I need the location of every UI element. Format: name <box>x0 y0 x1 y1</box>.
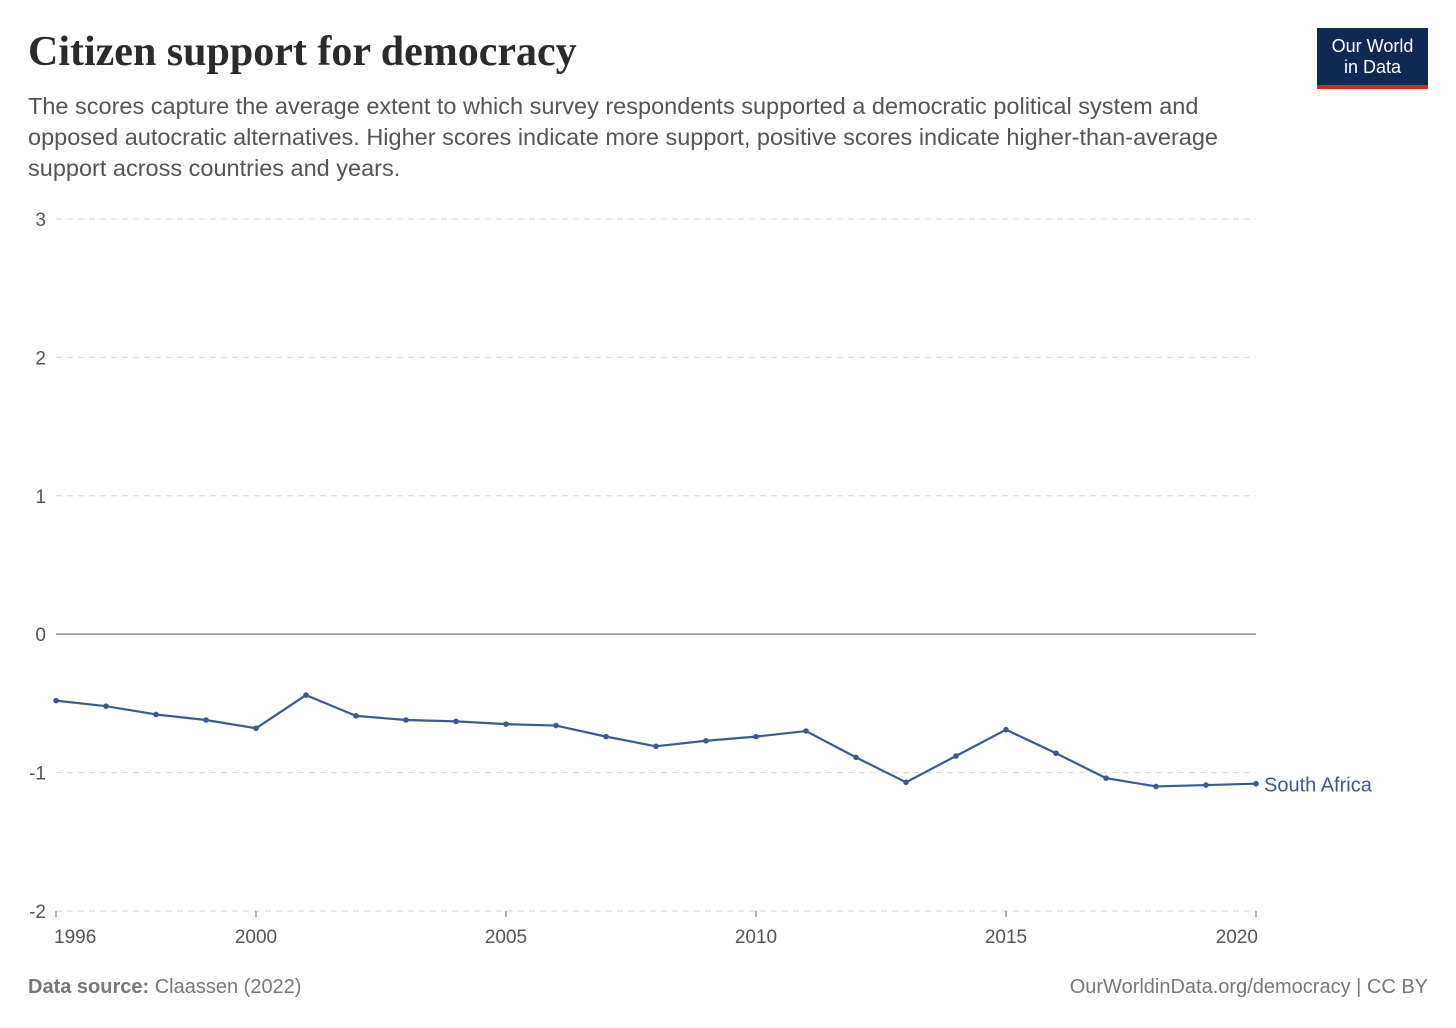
series-label: South Africa <box>1264 775 1373 797</box>
data-point <box>153 711 159 718</box>
y-tick-label: 2 <box>35 348 46 369</box>
data-point <box>903 779 909 786</box>
x-tick-label: 2010 <box>735 927 777 948</box>
data-source-link[interactable]: Claassen (2022) <box>154 976 302 998</box>
data-point <box>1003 726 1009 733</box>
y-tick-label: -1 <box>29 764 46 785</box>
data-point <box>553 722 559 729</box>
x-tick-label: 2020 <box>1216 927 1258 948</box>
data-point <box>253 725 259 732</box>
data-point <box>453 718 459 725</box>
data-point <box>53 697 59 704</box>
data-source: Data source: Claassen (2022) <box>28 976 301 999</box>
data-point <box>603 733 609 740</box>
y-tick-label: 0 <box>35 625 46 646</box>
data-point <box>1103 775 1109 781</box>
logo-line-2: in Data <box>1343 57 1402 77</box>
credit-link[interactable]: OurWorldinData.org/democracy | CC BY <box>1069 976 1428 998</box>
owid-logo[interactable]: Our World in Data <box>1317 28 1428 89</box>
data-point <box>853 754 859 761</box>
chart-title: Citizen support for democracy <box>28 29 577 75</box>
x-tick-label: 2005 <box>485 927 527 948</box>
data-point <box>203 717 209 723</box>
data-point <box>703 737 709 744</box>
logo-line-1: Our World <box>1331 36 1414 56</box>
data-point <box>1153 783 1159 790</box>
x-tick-label: 1996 <box>54 927 96 948</box>
data-point <box>1203 782 1209 788</box>
y-tick-label: 1 <box>35 487 46 508</box>
data-point <box>103 703 109 709</box>
x-tick-label: 2015 <box>985 927 1027 948</box>
data-point <box>403 717 409 723</box>
data-point <box>353 713 359 719</box>
data-source-label: Data source: <box>28 976 150 998</box>
y-tick-label: -2 <box>29 902 46 923</box>
data-point <box>1053 750 1059 757</box>
data-point <box>503 721 509 727</box>
y-tick-label: 3 <box>35 210 46 231</box>
data-point <box>953 753 959 759</box>
data-point <box>803 728 809 734</box>
data-point <box>303 692 309 698</box>
chart-subtitle: The scores capture the average extent to… <box>28 93 1218 181</box>
data-point <box>1253 780 1259 787</box>
data-point <box>753 733 759 740</box>
data-point <box>653 743 659 750</box>
x-tick-label: 2000 <box>235 927 277 948</box>
